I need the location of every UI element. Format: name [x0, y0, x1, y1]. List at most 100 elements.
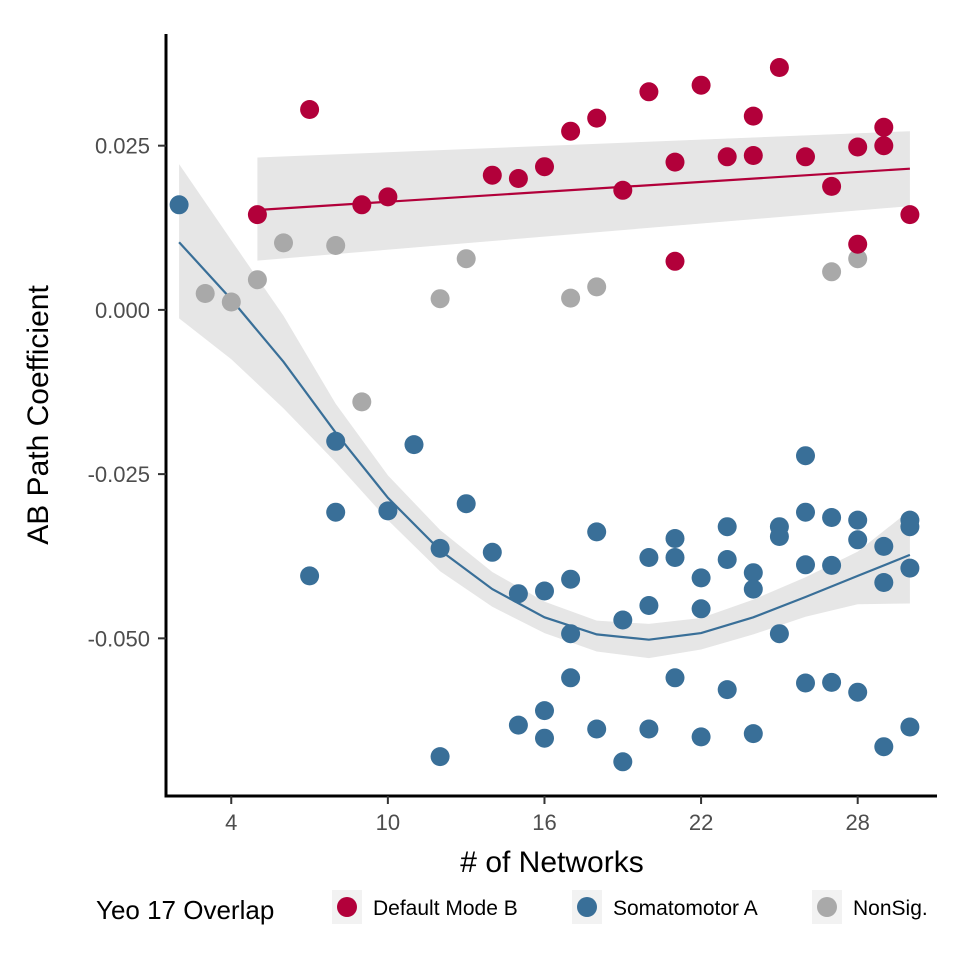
point-somatomotor-a [613, 610, 633, 630]
point-nonsig [247, 270, 267, 290]
point-somatomotor-a [900, 558, 920, 578]
legend-key-nonsig [817, 897, 837, 917]
point-somatomotor-a [796, 555, 815, 575]
point-somatomotor-a [848, 682, 868, 702]
point-somatomotor-a [769, 527, 789, 546]
point-default-mode-b [378, 187, 398, 207]
point-default-mode-b [613, 180, 633, 200]
point-nonsig [430, 289, 450, 309]
point-somatomotor-a [665, 668, 685, 688]
legend-entry-default-mode-b: Default Mode B [332, 890, 518, 924]
legend-entry-somatomotor-a: Somatomotor A [572, 890, 758, 924]
point-somatomotor-a [587, 522, 607, 542]
point-default-mode-b [665, 152, 685, 172]
point-nonsig [456, 249, 476, 269]
point-default-mode-b [900, 205, 920, 225]
point-somatomotor-a [169, 195, 189, 215]
point-default-mode-b [561, 121, 581, 141]
point-somatomotor-a [796, 673, 815, 693]
legend-entry-nonsig: NonSig. [812, 890, 928, 924]
point-default-mode-b [848, 234, 868, 254]
point-somatomotor-a [717, 680, 737, 700]
x-tick-label: 16 [532, 810, 556, 835]
point-somatomotor-a [743, 724, 763, 744]
point-somatomotor-a [822, 672, 842, 692]
point-default-mode-b [796, 147, 815, 167]
point-somatomotor-a [639, 548, 659, 567]
confidence-band-default-mode-b [257, 131, 910, 261]
point-somatomotor-a [561, 668, 581, 688]
point-somatomotor-a [561, 569, 581, 589]
x-tick-label: 22 [689, 810, 713, 835]
y-tick-label: -0.050 [88, 626, 150, 651]
legend: Yeo 17 Overlap Default Mode B Somatomoto… [96, 890, 928, 925]
point-somatomotor-a [691, 599, 711, 619]
point-somatomotor-a [404, 435, 424, 455]
x-ticks: 4 10 16 22 28 [225, 796, 870, 835]
point-somatomotor-a [508, 584, 528, 604]
point-default-mode-b [848, 137, 868, 157]
point-default-mode-b [300, 100, 320, 119]
y-tick-label: 0.000 [95, 298, 150, 323]
legend-key-somatomotor-a [577, 897, 597, 917]
point-default-mode-b [535, 157, 554, 177]
y-tick-label: 0.025 [95, 134, 150, 159]
point-nonsig [587, 277, 607, 297]
point-default-mode-b [743, 146, 763, 165]
y-axis-title: AB Path Coefficient [22, 285, 55, 545]
fit-line-somatomotor-a [178, 241, 911, 641]
point-nonsig [822, 262, 842, 282]
point-somatomotor-a [535, 701, 554, 721]
point-somatomotor-a [535, 728, 554, 748]
point-somatomotor-a [743, 563, 763, 583]
x-tick-label: 28 [845, 810, 869, 835]
point-default-mode-b [874, 136, 894, 156]
point-somatomotor-a [717, 517, 737, 537]
point-somatomotor-a [796, 502, 815, 522]
point-default-mode-b [743, 106, 763, 126]
point-somatomotor-a [639, 719, 659, 739]
y-tick-label: -0.025 [88, 462, 150, 487]
legend-key-default-mode-b [337, 897, 357, 917]
point-somatomotor-a [874, 573, 894, 592]
point-default-mode-b [874, 117, 894, 137]
point-somatomotor-a [587, 719, 607, 739]
axes [164, 34, 937, 798]
legend-label-default-mode-b: Default Mode B [373, 897, 518, 920]
point-somatomotor-a [535, 581, 554, 601]
point-default-mode-b [587, 108, 607, 128]
point-default-mode-b [352, 195, 372, 215]
point-somatomotor-a [848, 530, 868, 550]
point-somatomotor-a [300, 566, 320, 586]
point-somatomotor-a [561, 624, 581, 644]
point-default-mode-b [822, 176, 842, 196]
point-somatomotor-a [691, 727, 711, 747]
point-somatomotor-a [639, 596, 659, 615]
point-default-mode-b [482, 165, 502, 185]
point-somatomotor-a [796, 446, 815, 466]
legend-title: Yeo 17 Overlap [96, 895, 274, 925]
point-default-mode-b [691, 75, 711, 95]
point-somatomotor-a [430, 538, 450, 558]
x-tick-label: 10 [376, 810, 400, 835]
point-default-mode-b [508, 169, 528, 188]
legend-label-somatomotor-a: Somatomotor A [613, 897, 758, 920]
point-somatomotor-a [613, 752, 633, 772]
x-axis-title: # of Networks [460, 846, 643, 879]
point-somatomotor-a [717, 550, 737, 569]
point-nonsig [195, 284, 215, 303]
point-somatomotor-a [378, 501, 398, 521]
point-somatomotor-a [456, 494, 476, 514]
point-nonsig [561, 288, 581, 308]
point-default-mode-b [769, 58, 789, 77]
point-somatomotor-a [900, 517, 920, 537]
point-somatomotor-a [691, 568, 711, 588]
point-somatomotor-a [822, 508, 842, 527]
point-somatomotor-a [822, 555, 842, 575]
legend-label-nonsig: NonSig. [853, 897, 928, 920]
point-somatomotor-a [326, 431, 346, 451]
point-nonsig [221, 292, 241, 312]
point-somatomotor-a [874, 737, 894, 757]
point-somatomotor-a [665, 548, 685, 567]
